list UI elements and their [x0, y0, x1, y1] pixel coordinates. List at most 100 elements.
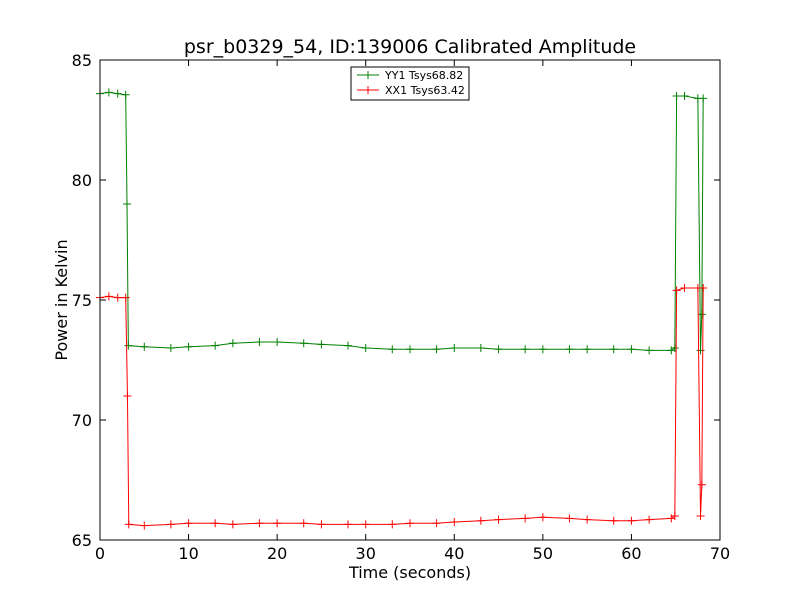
- ticks-layer: 0 10 20 30 40 50 60 70 65 70 75 80 85: [72, 51, 731, 563]
- data-point: [609, 345, 618, 354]
- x-tick-label: 60: [621, 544, 641, 563]
- x-tick-label: 50: [533, 544, 553, 563]
- data-point: [696, 346, 705, 355]
- data-point: [123, 392, 132, 400]
- data-point: [627, 516, 636, 525]
- data-point: [406, 345, 414, 354]
- data-point: [627, 345, 636, 354]
- data-point: [672, 92, 681, 100]
- data-point: [140, 521, 149, 530]
- data-point: [609, 516, 618, 525]
- data-point: [166, 520, 175, 529]
- data-point: [672, 286, 681, 295]
- data-point: [521, 514, 530, 523]
- data-point: [113, 89, 122, 98]
- data-point: [696, 512, 705, 520]
- y-axis-label: Power in Kelvin: [52, 239, 71, 360]
- legend: YY1 Tsys68.82 XX1 Tsys63.42: [350, 66, 470, 101]
- data-point: [123, 200, 132, 208]
- legend-marker: [364, 71, 372, 79]
- data-point: [697, 480, 706, 489]
- data-point: [565, 514, 574, 523]
- data-point: [140, 342, 149, 351]
- data-point: [697, 310, 706, 319]
- data-point: [113, 293, 122, 302]
- data-point: [255, 338, 264, 346]
- y-tick-label: 80: [72, 171, 92, 190]
- legend-marker: [364, 86, 372, 94]
- data-point: [317, 340, 326, 349]
- data-point: [228, 339, 237, 348]
- data-point: [432, 345, 441, 354]
- data-point: [450, 344, 459, 352]
- data-point: [344, 520, 352, 529]
- data-point: [476, 344, 485, 352]
- data-point: [645, 346, 654, 355]
- data-point: [494, 345, 503, 354]
- data-point: [121, 293, 130, 302]
- x-tick-label: 0: [95, 544, 105, 563]
- data-point: [388, 520, 397, 529]
- data-point: [476, 516, 485, 525]
- data-point: [299, 339, 308, 348]
- data-point: [699, 94, 708, 103]
- data-point: [184, 519, 193, 528]
- chart-title: psr_b0329_54, ID:139006 Calibrated Ampli…: [184, 36, 636, 58]
- data-point: [124, 341, 133, 350]
- data-point: [299, 519, 308, 528]
- series-2: [96, 284, 708, 530]
- legend-box: [350, 66, 470, 101]
- data-point: [361, 344, 370, 352]
- data-point: [670, 344, 679, 352]
- data-point: [538, 345, 547, 354]
- plot-frame: [99, 59, 721, 541]
- data-point: [361, 520, 370, 529]
- data-point: [406, 519, 414, 528]
- data-point: [432, 519, 441, 528]
- data-point: [211, 519, 220, 528]
- data-point: [670, 512, 679, 520]
- data-point: [583, 515, 592, 524]
- data-point: [166, 344, 175, 352]
- data-point: [645, 515, 654, 524]
- data-point: [494, 515, 503, 524]
- y-tick-label: 70: [72, 411, 92, 430]
- y-tick-label: 85: [72, 51, 92, 70]
- data-point: [680, 284, 689, 292]
- series-layer: [96, 88, 708, 530]
- data-point: [211, 341, 220, 350]
- y-tick-label: 65: [72, 531, 92, 550]
- legend-label: XX1 Tsys63.42: [385, 84, 465, 97]
- data-point: [255, 519, 264, 528]
- data-point: [273, 338, 282, 346]
- data-point: [583, 345, 592, 354]
- x-tick-label: 70: [710, 544, 730, 563]
- y-tick-label: 75: [72, 291, 92, 310]
- data-point: [228, 520, 237, 529]
- x-tick-label: 20: [267, 544, 287, 563]
- data-point: [388, 345, 397, 354]
- x-tick-label: 30: [356, 544, 376, 563]
- legend-label: YY1 Tsys68.82: [384, 69, 463, 82]
- data-point: [680, 92, 689, 100]
- data-point: [317, 520, 326, 529]
- data-point: [344, 341, 352, 350]
- data-point: [273, 519, 282, 528]
- data-point: [538, 513, 547, 522]
- x-tick-label: 40: [444, 544, 464, 563]
- data-point: [450, 518, 459, 526]
- data-point: [699, 284, 708, 292]
- data-point: [104, 292, 113, 301]
- series-1: [96, 88, 708, 355]
- data-point: [104, 88, 113, 97]
- x-tick-label: 10: [178, 544, 198, 563]
- data-point: [184, 342, 193, 351]
- series-line: [99, 91, 704, 351]
- x-axis-label: Time (seconds): [348, 563, 471, 582]
- data-point: [121, 90, 130, 99]
- data-point: [124, 520, 133, 529]
- data-point: [565, 345, 574, 354]
- series-line: [99, 287, 704, 527]
- data-point: [521, 345, 530, 354]
